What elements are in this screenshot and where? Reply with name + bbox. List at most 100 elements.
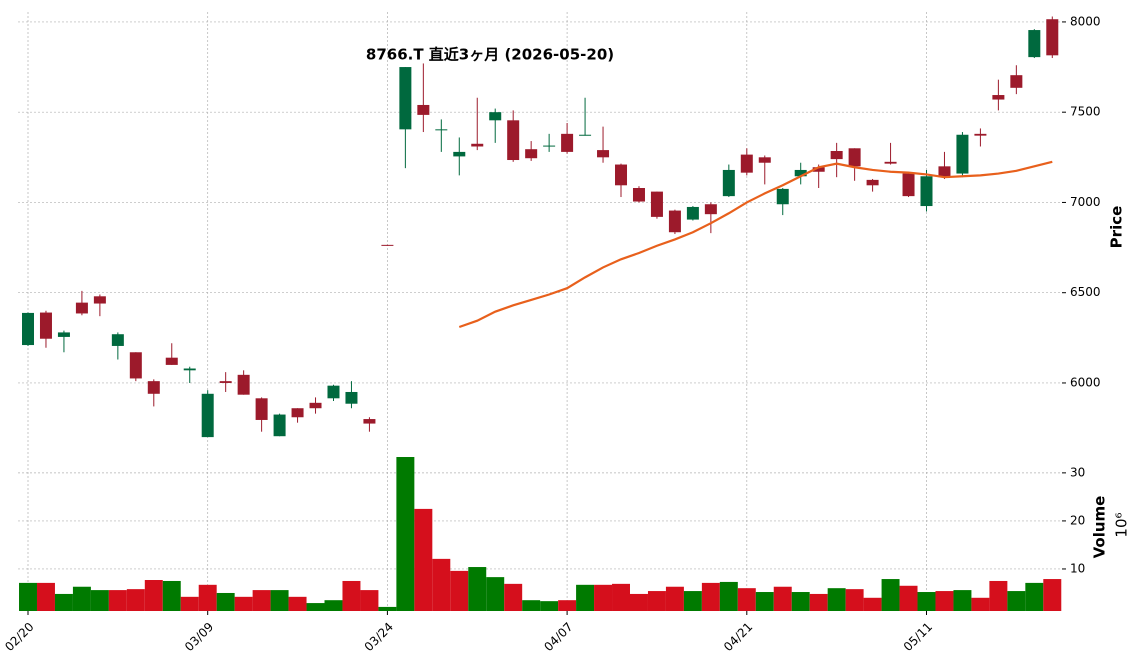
volume-bar — [791, 592, 810, 611]
volume-bar — [36, 582, 55, 611]
candle-body — [345, 391, 358, 404]
x-tick-label: 02/20 — [2, 620, 36, 654]
volume-bar — [953, 590, 972, 611]
volume-bar — [1025, 582, 1044, 611]
candle-body — [866, 179, 879, 186]
candle-body — [93, 296, 106, 304]
candle-body — [453, 151, 466, 157]
volume-bar — [342, 580, 361, 611]
candle-body — [57, 332, 70, 337]
candle-body — [39, 312, 52, 339]
candle-body — [1010, 75, 1023, 88]
volume-bar — [863, 597, 882, 611]
volume-bar — [126, 589, 145, 611]
volume-bar — [737, 588, 756, 611]
candle-body — [974, 133, 987, 136]
candle-body — [902, 173, 915, 197]
candle-body — [812, 167, 825, 172]
volume-bar — [773, 586, 792, 611]
candle-body — [237, 374, 250, 395]
volume-bar — [612, 583, 630, 611]
candle-body — [848, 148, 861, 167]
volume-bar — [827, 588, 846, 611]
volume-bar — [917, 592, 936, 611]
volume-bar — [701, 582, 720, 611]
y-tick-label: 6000 — [1070, 375, 1101, 389]
volume-bar — [414, 508, 433, 611]
y-axis-label: Price — [1108, 206, 1126, 249]
volume-bar — [665, 586, 684, 611]
y-tick-label: 6500 — [1070, 285, 1101, 299]
volume-bar — [899, 585, 918, 611]
volume-bar — [54, 593, 73, 611]
candle-body — [794, 169, 807, 177]
volume-bar — [989, 580, 1008, 611]
candle-body — [992, 95, 1005, 100]
volume-bar — [306, 603, 325, 611]
candle-body — [704, 204, 717, 215]
candle-body — [884, 161, 897, 164]
volume-bar — [288, 596, 307, 611]
volume-bar — [216, 592, 235, 611]
candle-body — [183, 368, 196, 371]
volume-bar — [845, 589, 864, 611]
candle-body — [740, 154, 753, 173]
volume-bar — [378, 606, 397, 611]
candle-body — [561, 133, 574, 152]
candle-body — [111, 334, 124, 346]
candle-body — [201, 393, 214, 438]
volume-bar — [935, 591, 954, 611]
volume-bar — [360, 590, 379, 611]
x-tick-label: 03/09 — [182, 620, 216, 654]
y-tick-label: 7000 — [1070, 195, 1101, 209]
candle-body — [686, 206, 699, 220]
volume-bar — [971, 597, 990, 611]
candle-body — [615, 164, 628, 186]
volume-bar — [504, 583, 523, 611]
candle-body — [327, 385, 340, 399]
candle-body — [650, 191, 663, 217]
candle-body — [758, 157, 771, 163]
y-tick-label: 20 — [1070, 513, 1085, 527]
volume-bar — [144, 580, 163, 611]
volume-bar — [881, 579, 900, 611]
moving-average — [458, 160, 1053, 329]
candle-body — [435, 129, 448, 131]
candle-body — [489, 112, 502, 121]
volume-bar — [432, 558, 451, 611]
candle-body — [579, 134, 592, 136]
volume-bar — [252, 590, 271, 611]
volume-bar — [540, 601, 559, 611]
x-tick-label: 03/24 — [362, 620, 396, 654]
volume-bar — [234, 596, 253, 611]
volume-bar — [522, 600, 541, 611]
volume-bar — [468, 567, 487, 611]
volume-bar — [683, 591, 702, 611]
candle-body — [632, 188, 645, 202]
volume-bar — [486, 577, 505, 611]
candle-body — [291, 408, 304, 418]
candle-body — [1028, 30, 1041, 58]
volume-bar — [90, 590, 109, 611]
candle-body — [147, 381, 160, 394]
volume-bar — [1043, 579, 1062, 611]
volume-bar — [162, 580, 181, 611]
candle-body — [255, 398, 268, 420]
y-tick-label: 7500 — [1070, 105, 1101, 119]
y-tick-label: 10 — [1070, 561, 1085, 575]
candle-body — [22, 312, 34, 346]
volume-bar — [19, 582, 37, 611]
candle-body — [75, 302, 88, 314]
volume-bar — [450, 570, 469, 611]
candle-body — [722, 169, 735, 197]
candle-body — [129, 352, 142, 379]
volume-bar — [647, 591, 666, 611]
candle-body — [363, 419, 376, 424]
candle-body — [830, 150, 843, 160]
candle-body — [507, 120, 520, 161]
candle-body — [471, 143, 484, 147]
candle-body — [956, 134, 969, 174]
volume-bar — [576, 584, 595, 611]
candle-body — [938, 166, 951, 178]
